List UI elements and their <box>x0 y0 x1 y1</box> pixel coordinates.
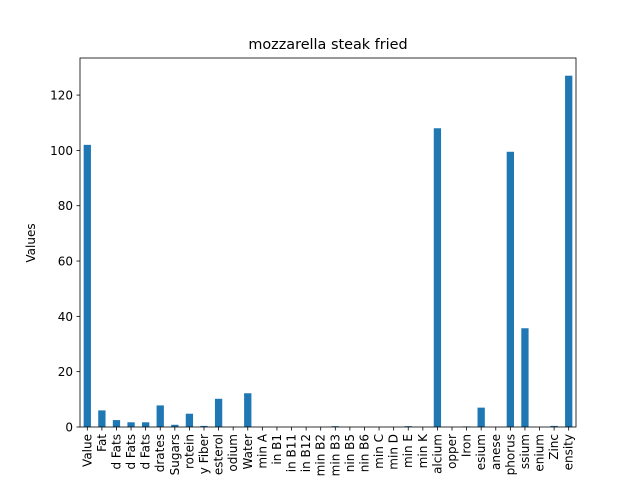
bar-8 <box>200 425 208 427</box>
y-tick-label-0: 0 <box>65 421 73 435</box>
x-tick-label-7: rotein <box>182 434 196 469</box>
x-axis: Value Fat d Fats d Fats d Fats drates Sugars ro… <box>80 427 576 476</box>
x-tick-label-33: ensity <box>562 434 576 470</box>
x-tick-label-19: nin B6 <box>357 434 371 472</box>
x-tick-label-1: Fat <box>95 434 109 452</box>
x-tick-label-8: y Fiber <box>197 434 211 474</box>
bar-2 <box>112 420 121 427</box>
x-tick-label-20: min C <box>372 434 386 469</box>
bar-17 <box>331 426 339 427</box>
bar-24 <box>433 128 442 427</box>
bar-32 <box>550 425 558 427</box>
x-tick-label-28: anese <box>489 434 503 470</box>
x-tick-label-23: min K <box>416 433 430 468</box>
bar-0 <box>83 144 91 427</box>
bar-7 <box>185 413 194 427</box>
x-tick-label-17: min B3 <box>328 434 342 476</box>
chart-title: mozzarella steak fried <box>248 37 407 53</box>
x-tick-label-15: in B12 <box>299 434 313 472</box>
x-tick-label-25: opper <box>445 434 459 469</box>
x-tick-label-26: Iron <box>460 434 474 457</box>
x-tick-label-14: in B11 <box>285 434 299 472</box>
x-tick-label-30: ssium <box>518 434 532 469</box>
x-tick-label-21: min D <box>387 434 401 470</box>
bar-3 <box>127 422 135 427</box>
y-axis-title: Values <box>24 223 38 262</box>
plot-frame <box>79 57 577 428</box>
x-tick-label-13: in B1 <box>270 434 284 465</box>
bar-33 <box>565 75 573 427</box>
x-tick-label-16: min B2 <box>314 434 328 476</box>
x-tick-label-11: Water <box>241 434 255 470</box>
x-tick-label-32: Zinc <box>547 434 561 460</box>
bar-4 <box>142 422 150 427</box>
x-tick-label-12: min A <box>255 433 269 468</box>
x-tick-label-4: d Fats <box>139 434 153 470</box>
bar-1 <box>98 410 106 427</box>
x-tick-label-31: enium <box>533 434 547 472</box>
y-axis: 0 20 40 60 80 100 120 <box>50 89 80 435</box>
x-tick-label-10: odium <box>226 434 240 472</box>
bar-22 <box>404 426 412 427</box>
bar-11 <box>244 393 252 427</box>
y-tick-label-3: 60 <box>58 255 73 269</box>
x-tick-label-9: esterol <box>212 434 226 475</box>
bar-9 <box>214 398 223 427</box>
x-tick-label-18: nin B5 <box>343 434 357 472</box>
bar-5 <box>156 405 164 427</box>
x-tick-label-6: Sugars <box>168 434 182 475</box>
bars-group <box>83 75 573 427</box>
y-tick-label-2: 40 <box>58 310 73 324</box>
x-tick-label-0: Value <box>80 434 94 467</box>
bar-6 <box>171 424 179 427</box>
bar-30 <box>521 328 529 427</box>
x-tick-label-24: alcium <box>430 434 444 474</box>
bar-29 <box>506 151 514 427</box>
y-tick-label-6: 120 <box>50 89 73 103</box>
y-tick-label-1: 20 <box>58 365 73 379</box>
x-tick-label-5: drates <box>153 434 167 472</box>
x-tick-label-2: d Fats <box>109 434 123 470</box>
bar-27 <box>477 407 485 427</box>
x-tick-label-22: min E <box>401 434 415 468</box>
y-tick-label-5: 100 <box>50 144 73 158</box>
x-tick-label-27: esium <box>474 434 488 470</box>
y-tick-label-4: 80 <box>58 199 73 213</box>
x-tick-label-3: d Fats <box>124 434 138 470</box>
x-tick-label-29: phorus <box>503 434 517 475</box>
